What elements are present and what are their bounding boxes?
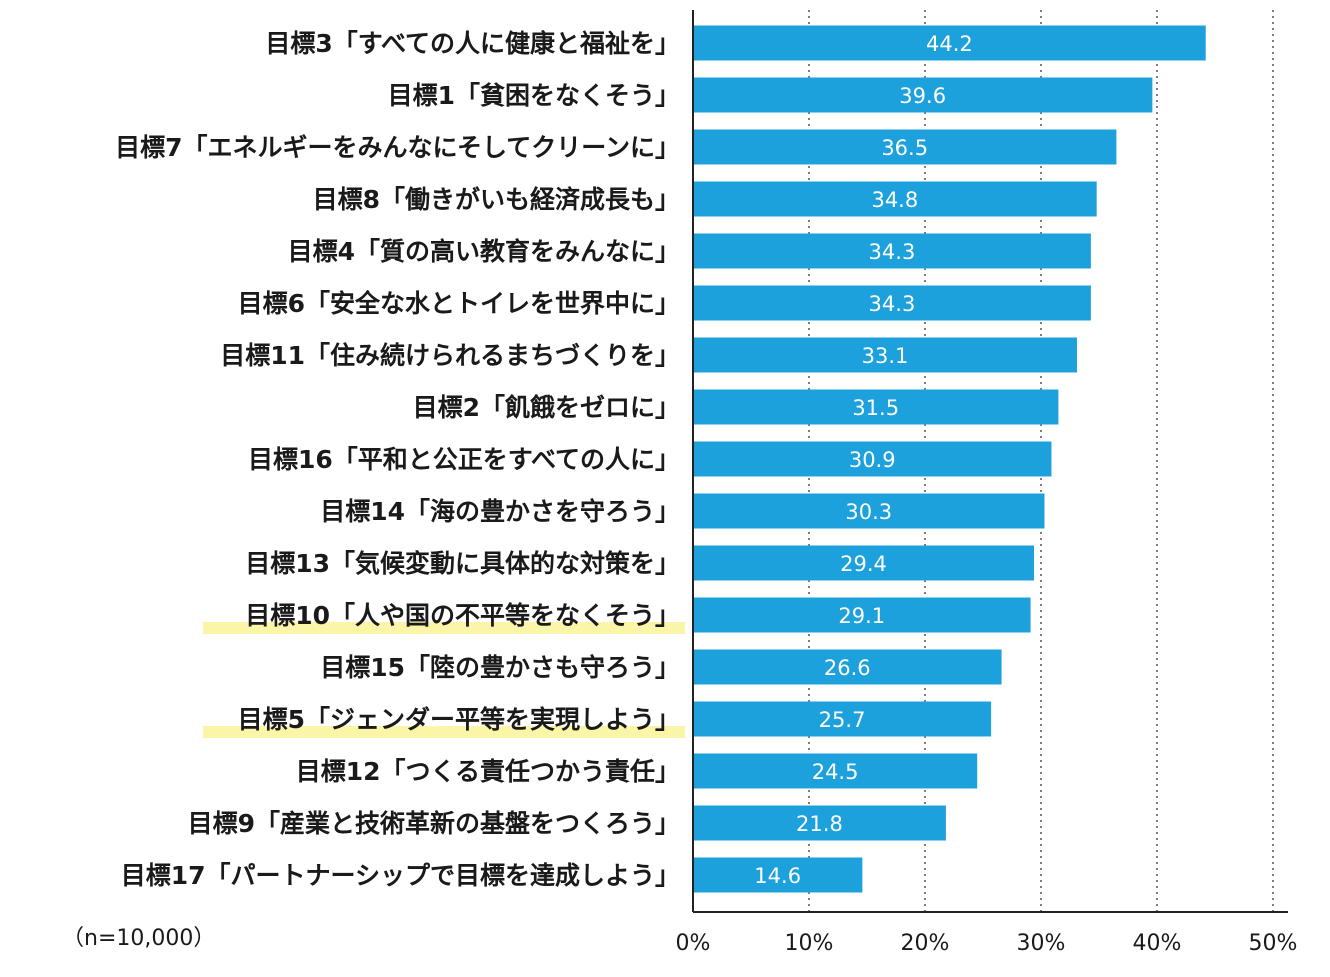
x-tick-label-0: 0% <box>676 931 711 956</box>
category-label-9: 目標14「海の豊かさを守ろう」 <box>320 497 680 526</box>
category-label-2: 目標7「エネルギーをみんなにそしてクリーンに」 <box>115 133 680 162</box>
category-label-0: 目標3「すべての人に健康と福祉を」 <box>265 29 680 58</box>
bar-7 <box>693 389 1059 425</box>
value-label-14: 24.5 <box>812 760 859 784</box>
x-tick-label-30: 30% <box>1017 931 1066 956</box>
highlight-11 <box>203 622 685 634</box>
value-label-7: 31.5 <box>852 396 899 420</box>
value-label-9: 30.3 <box>845 500 892 524</box>
category-label-15: 目標9「産業と技術革新の基盤をつくろう」 <box>188 809 680 838</box>
category-label-3: 目標8「働きがいも経済成長も」 <box>313 185 680 214</box>
x-tick-label-50: 50% <box>1249 931 1298 956</box>
category-label-6: 目標11「住み続けられるまちづくりを」 <box>220 341 680 370</box>
value-label-13: 25.7 <box>819 708 866 732</box>
value-label-3: 34.8 <box>871 188 918 212</box>
x-tick-label-40: 40% <box>1133 931 1182 956</box>
bar-6 <box>693 337 1077 373</box>
bar-2 <box>693 129 1117 165</box>
value-labels-group: 44.2 39.6 36.5 34.8 34.3 34.3 33.1 31.5 30.9 30.3… <box>754 32 972 888</box>
category-label-11: 目標10「人や国の不平等をなくそう」 <box>245 601 680 630</box>
category-labels-group: 目標3「すべての人に健康と福祉を」目標1「貧困をなくそう」目標7「エネルギーをみ… <box>115 29 680 890</box>
value-label-12: 26.6 <box>824 656 871 680</box>
value-label-6: 33.1 <box>862 344 909 368</box>
bar-12 <box>693 649 1002 685</box>
bar-3 <box>693 181 1097 217</box>
bar-4 <box>693 233 1091 269</box>
bar-14 <box>693 753 978 789</box>
category-label-8: 目標16「平和と公正をすべての人に」 <box>248 445 680 474</box>
value-label-0: 44.2 <box>926 32 973 56</box>
x-tick-label-20: 20% <box>901 931 950 956</box>
bar-10 <box>693 545 1035 581</box>
bars-group <box>693 25 1206 893</box>
axis-group <box>692 10 1288 913</box>
highlight-group <box>203 622 685 738</box>
bar-9 <box>693 493 1045 529</box>
bar-1 <box>693 77 1153 113</box>
category-label-10: 目標13「気候変動に具体的な対策を」 <box>245 549 680 578</box>
value-label-10: 29.4 <box>840 552 887 576</box>
highlight-13 <box>203 726 685 738</box>
category-label-7: 目標2「飢餓をゼロに」 <box>413 393 680 422</box>
value-label-15: 21.8 <box>796 812 843 836</box>
value-label-11: 29.1 <box>838 604 885 628</box>
category-label-4: 目標4「質の高い教育をみんなに」 <box>288 237 680 266</box>
value-label-16: 14.6 <box>754 864 801 888</box>
x-tick-labels-group: 0% 10% 20% 30% 40% 50% <box>676 931 1298 956</box>
bar-15 <box>693 805 946 841</box>
value-label-1: 39.6 <box>899 84 946 108</box>
bar-13 <box>693 701 992 737</box>
bar-0 <box>693 25 1206 61</box>
sample-size-note: （n=10,000） <box>62 926 215 951</box>
category-label-1: 目標1「貧困をなくそう」 <box>388 81 680 110</box>
category-label-13: 目標5「ジェンダー平等を実現しよう」 <box>238 705 680 734</box>
bar-11 <box>693 597 1031 633</box>
value-label-2: 36.5 <box>881 136 928 160</box>
category-label-12: 目標15「陸の豊かさも守ろう」 <box>320 653 680 682</box>
bar-5 <box>693 285 1091 321</box>
category-label-16: 目標17「パートナーシップで目標を達成しよう」 <box>121 861 680 890</box>
value-label-5: 34.3 <box>869 292 916 316</box>
bar-16 <box>693 857 863 893</box>
category-label-5: 目標6「安全な水とトイレを世界中に」 <box>238 289 680 318</box>
value-label-8: 30.9 <box>849 448 896 472</box>
bar-8 <box>693 441 1052 477</box>
category-label-14: 目標12「つくる責任つかう責任」 <box>296 757 680 786</box>
value-label-4: 34.3 <box>869 240 916 264</box>
x-tick-label-10: 10% <box>785 931 834 956</box>
